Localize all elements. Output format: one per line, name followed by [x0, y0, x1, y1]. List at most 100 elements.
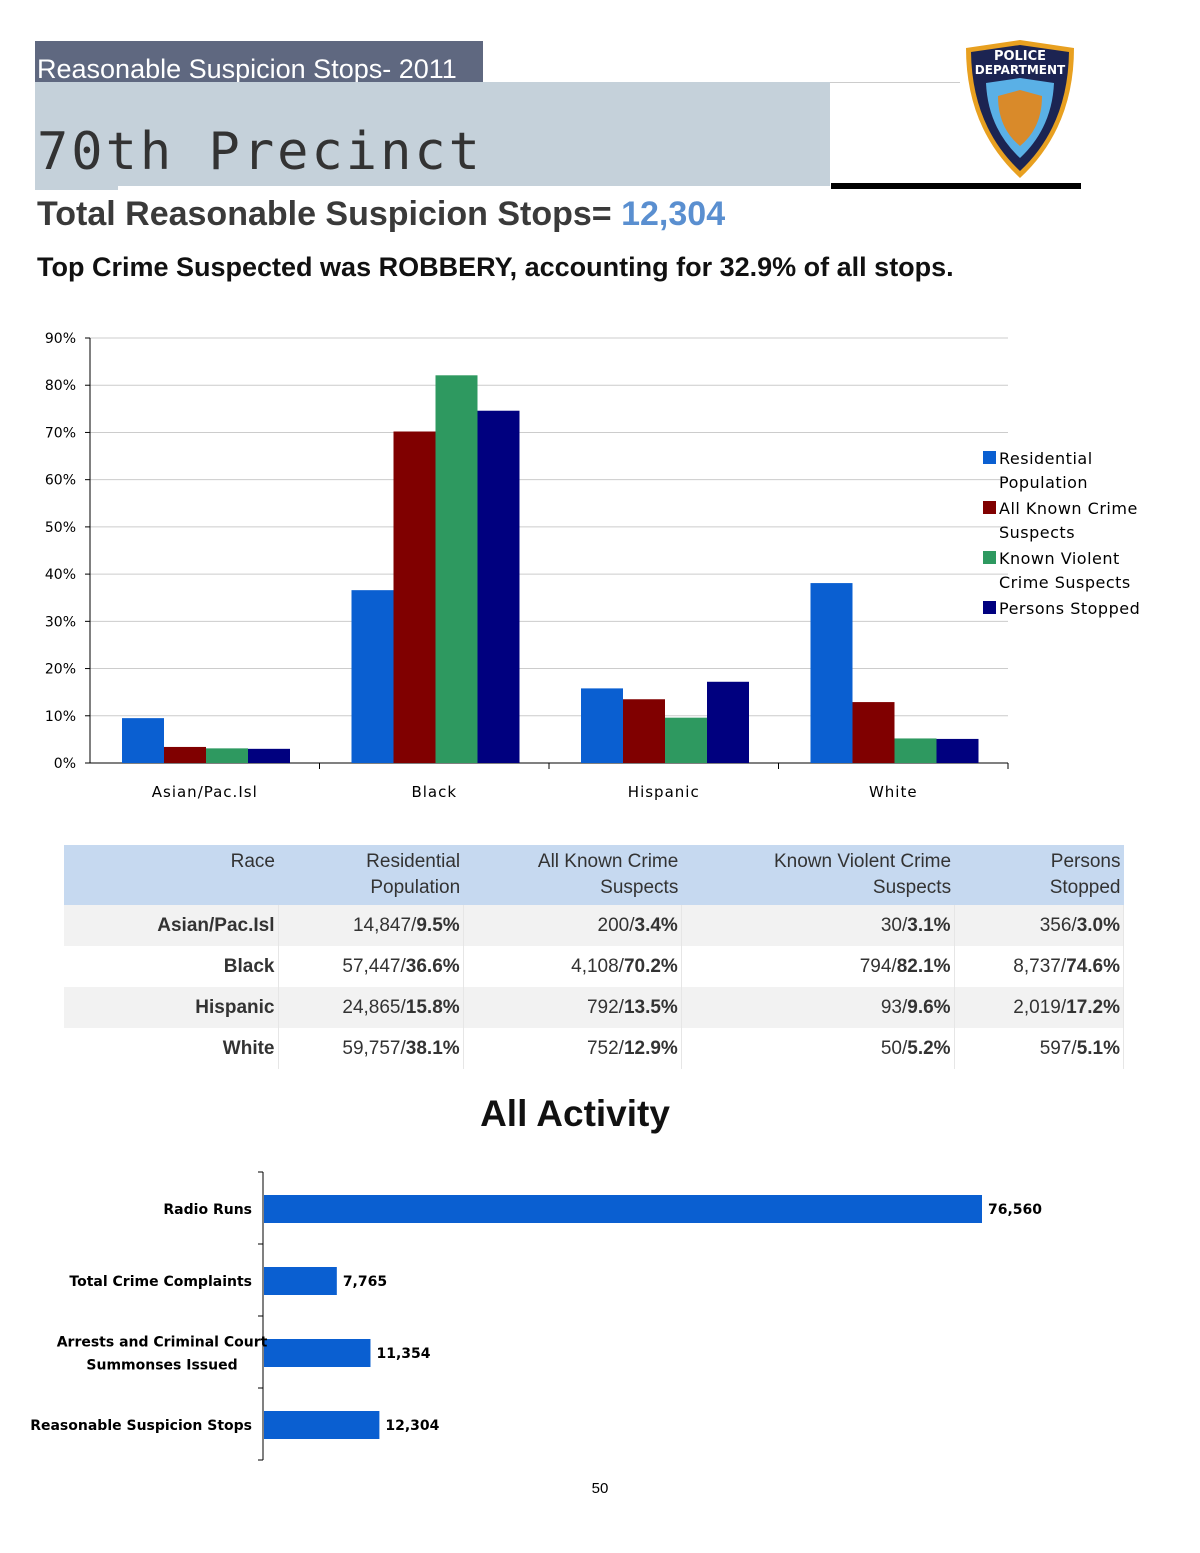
- count: 57,447/: [342, 955, 406, 977]
- bar-black-1: [393, 431, 436, 763]
- percent: 3.4%: [634, 914, 678, 936]
- column-header: Race: [64, 845, 278, 905]
- legend-label: Suspects: [999, 523, 1075, 542]
- header-line: Residential: [366, 851, 461, 872]
- total-label: Total Reasonable Suspicion Stops=: [37, 195, 612, 233]
- count: 794/: [859, 955, 897, 977]
- percent: 70.2%: [623, 955, 678, 977]
- legend-swatch: [983, 601, 996, 614]
- nypd-logo: POLICE DEPARTMENT: [966, 40, 1074, 178]
- percent: 17.2%: [1066, 996, 1120, 1018]
- top-crime-summary: Top Crime Suspected was ROBBERY, account…: [37, 252, 954, 282]
- count: 597/: [1039, 1037, 1077, 1059]
- total-stops: Total Reasonable Suspicion Stops= 12,304: [37, 195, 725, 234]
- total-value: 12,304: [621, 195, 726, 233]
- value-cell: 200/3.4%: [463, 905, 682, 946]
- column-header: All Known Crime Suspects: [463, 845, 682, 905]
- y-tick-label: 90%: [45, 331, 76, 347]
- y-tick-label: 80%: [45, 378, 76, 394]
- value-cell: 792/13.5%: [463, 987, 682, 1028]
- race-cell: Black: [64, 946, 279, 987]
- legend-swatch: [983, 501, 996, 514]
- x-tick-label: Hispanic: [628, 783, 700, 801]
- y-tick-label: 30%: [45, 614, 76, 630]
- header-line: Race: [230, 851, 275, 872]
- bar-asianpacisl-2: [206, 748, 248, 763]
- value-cell: 50/5.2%: [681, 1028, 955, 1069]
- percent: 9.6%: [907, 996, 951, 1018]
- percent: 36.6%: [405, 955, 460, 977]
- bar-black-3: [477, 410, 520, 763]
- bar-white-3: [936, 738, 979, 763]
- category-label: Arrests and Criminal Court: [57, 1335, 268, 1351]
- table-row: Hispanic 24,865/15.8% 792/13.5% 93/9.6% 2,01…: [64, 987, 1125, 1028]
- legend-label: Persons Stopped: [999, 599, 1140, 618]
- activity-chart-title: All Activity: [480, 1093, 670, 1134]
- svg-text:POLICE: POLICE: [994, 49, 1046, 64]
- count: 24,865/: [342, 996, 406, 1018]
- table-header-row: Race Residential Population All Known Crime…: [64, 845, 1124, 905]
- x-tick-label: Black: [411, 783, 457, 801]
- page-title: 70th Precinct: [37, 122, 483, 182]
- data-label: 7,765: [343, 1274, 387, 1290]
- value-cell: 14,847/9.5%: [278, 905, 464, 946]
- header-band: [35, 82, 830, 190]
- activity-bar: [264, 1267, 337, 1295]
- y-tick-label: 20%: [45, 662, 76, 678]
- race-cell: Asian/Pac.Isl: [64, 905, 279, 946]
- legend-label: Known Violent: [999, 549, 1120, 568]
- bar-asianpacisl-3: [248, 748, 290, 763]
- column-header: Known Violent Crime Suspects: [681, 845, 955, 905]
- value-cell: 57,447/36.6%: [278, 946, 464, 987]
- percent: 9.5%: [416, 914, 460, 936]
- percent: 3.1%: [907, 914, 951, 936]
- divider: [830, 82, 960, 83]
- activity-bar: [264, 1411, 380, 1439]
- value-cell: 597/5.1%: [954, 1028, 1125, 1069]
- category-label: Reasonable Suspicion Stops: [30, 1418, 252, 1434]
- category-label: Summonses Issued: [86, 1358, 237, 1374]
- legend-swatch: [983, 551, 996, 564]
- value-cell: 356/3.0%: [954, 905, 1125, 946]
- x-tick-label: White: [869, 783, 918, 801]
- percent: 15.8%: [405, 996, 460, 1018]
- percent: 5.1%: [1076, 1037, 1120, 1059]
- count: 59,757/: [342, 1037, 406, 1059]
- category-label: Total Crime Complaints: [69, 1274, 252, 1290]
- percent: 82.1%: [896, 955, 951, 977]
- bar-asianpacisl-1: [164, 746, 206, 763]
- value-cell: 59,757/38.1%: [278, 1028, 464, 1069]
- header-line: Persons: [1050, 851, 1121, 872]
- bar-hispanic-1: [623, 699, 665, 763]
- divider: [118, 186, 830, 190]
- count: 792/: [586, 996, 624, 1018]
- y-tick-label: 50%: [45, 520, 76, 536]
- divider: [831, 183, 1081, 189]
- bar-black-0: [351, 590, 394, 763]
- count: 4,108/: [571, 955, 624, 977]
- race-table: Race Residential Population All Known Crime…: [64, 845, 1125, 1069]
- column-header: Persons Stopped: [954, 845, 1124, 905]
- activity-bar-chart: 76,560 Radio Runs 7,765 Total Crime Complai…: [30, 1171, 1042, 1461]
- bar-white-1: [852, 702, 895, 763]
- value-cell: 30/3.1%: [681, 905, 955, 946]
- bar-white-0: [810, 583, 853, 763]
- page-number: 50: [591, 1480, 609, 1497]
- data-label: 76,560: [988, 1202, 1042, 1218]
- report-tag: Reasonable Suspicion Stops- 2011: [35, 41, 483, 83]
- activity-bar: [264, 1195, 982, 1223]
- table-row: Asian/Pac.Isl 14,847/9.5% 200/3.4% 30/3.1% 3…: [64, 905, 1125, 946]
- value-cell: 794/82.1%: [681, 946, 955, 987]
- percent: 74.6%: [1066, 955, 1120, 977]
- category-label: Radio Runs: [163, 1202, 252, 1218]
- data-label: 11,354: [376, 1346, 430, 1362]
- percent: 3.0%: [1076, 914, 1120, 936]
- count: 200/: [597, 914, 635, 936]
- bar-black-2: [435, 375, 478, 763]
- count: 50/: [880, 1037, 908, 1059]
- y-tick-label: 0%: [54, 756, 76, 772]
- count: 30/: [880, 914, 908, 936]
- table-row: Black 57,447/36.6% 4,108/70.2% 794/82.1% 8,7…: [64, 946, 1125, 987]
- legend-label: Population: [999, 473, 1088, 492]
